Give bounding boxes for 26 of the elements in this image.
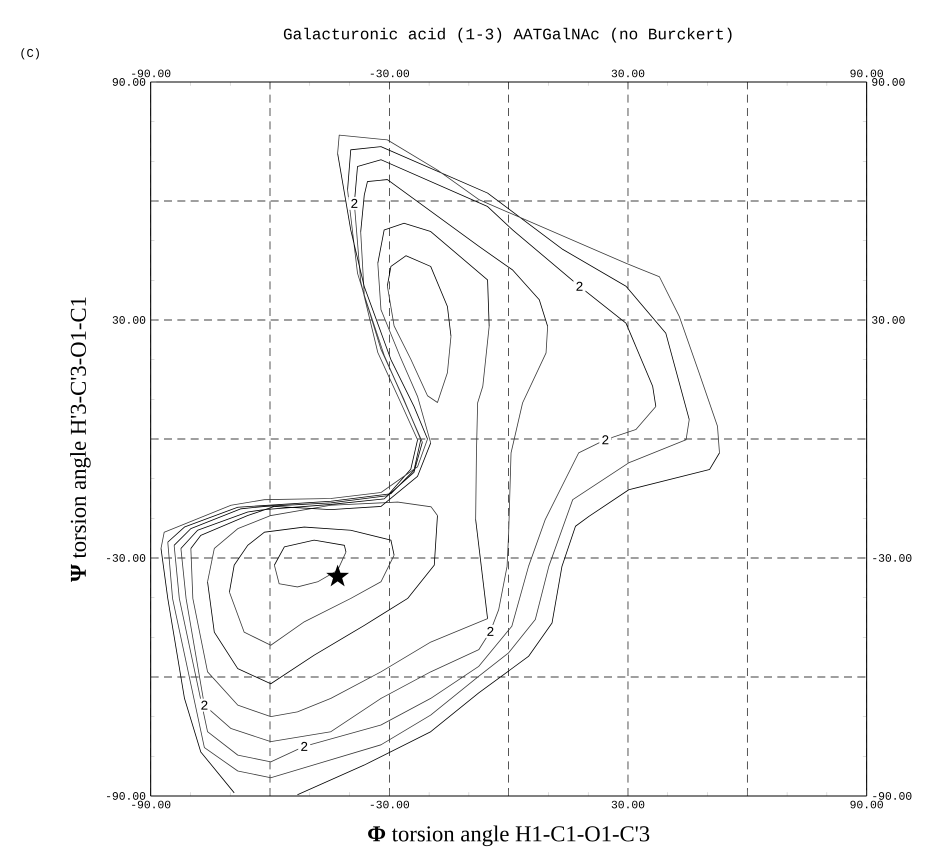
x2-tick-label: -30.00	[370, 70, 410, 78]
y-tick-label: 90.00	[112, 78, 146, 86]
x2-tick-label: 30.00	[612, 70, 644, 78]
x-tick-label: -30.00	[370, 800, 410, 808]
x-tick-label: 90.00	[850, 800, 883, 808]
annotation: 2	[351, 198, 358, 208]
y2-tick-label: -90.00	[873, 792, 912, 800]
text: (C)	[21, 48, 39, 60]
annotation: 2	[301, 742, 308, 751]
x2-tick-label: -90.00	[132, 70, 170, 78]
y-tick-label: 30.00	[112, 316, 146, 324]
annotation: 2	[487, 626, 494, 636]
y-tick-label: -30.00	[106, 554, 146, 562]
y-axis-title: Ψ torsion angle H'3-C'3-O1-C1	[70, 297, 91, 582]
annotation: 2	[602, 435, 608, 444]
chart-title: Galacturonic acid (1-3) AATGalNAc (no Burckert)	[284, 28, 732, 43]
y2-tick-label: 30.00	[872, 316, 905, 324]
x-axis-title: Φ torsion angle H1-C1-O1-C'3	[368, 826, 650, 846]
annotation: 2	[576, 282, 583, 291]
annotation: 2	[201, 700, 208, 710]
x-tick-label: 30.00	[612, 800, 644, 808]
y-tick-label: -90.00	[106, 792, 146, 800]
y2-tick-label: -30.00	[873, 554, 912, 562]
x2-tick-label: 90.00	[850, 70, 883, 78]
y2-tick-label: 90.00	[872, 78, 905, 86]
x-tick-label: -90.00	[132, 800, 170, 808]
